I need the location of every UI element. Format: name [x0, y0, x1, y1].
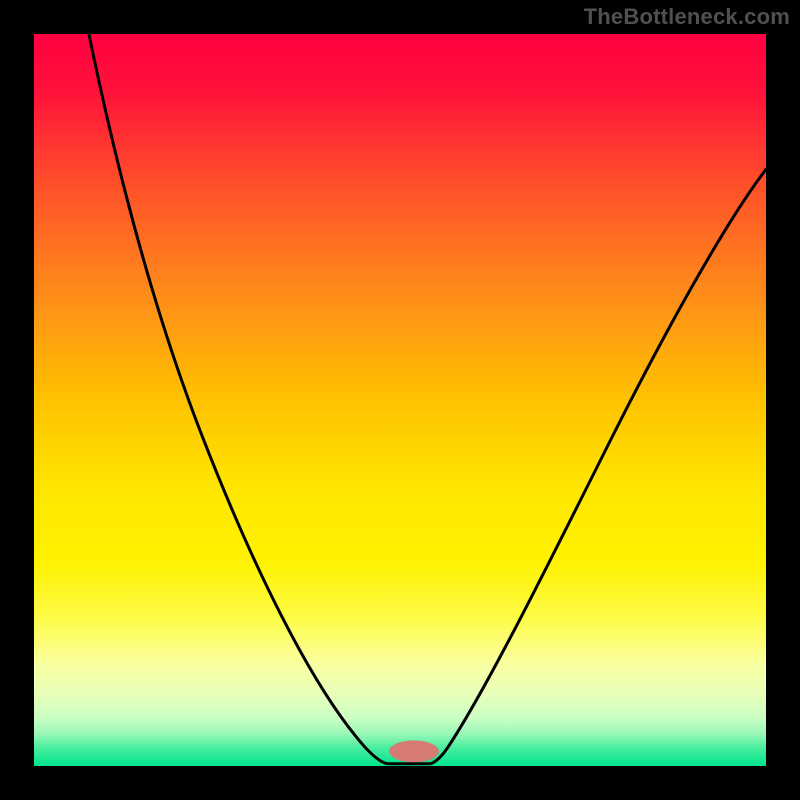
plot-area [34, 34, 766, 766]
bottleneck-marker [389, 740, 439, 762]
bottleneck-chart-svg [34, 34, 766, 766]
chart-frame: TheBottleneck.com [0, 0, 800, 800]
watermark-text: TheBottleneck.com [584, 4, 790, 30]
gradient-background [34, 34, 766, 766]
